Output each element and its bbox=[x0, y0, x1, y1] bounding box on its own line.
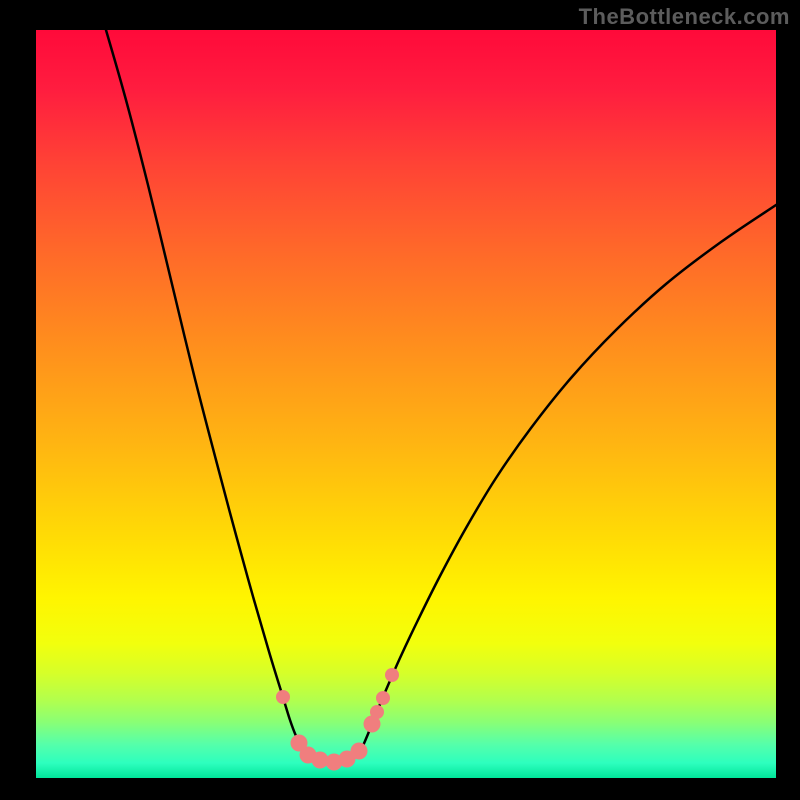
marker-dot bbox=[276, 690, 290, 704]
marker-dot bbox=[385, 668, 399, 682]
gradient-background bbox=[36, 30, 776, 778]
marker-dot bbox=[370, 705, 384, 719]
marker-dot bbox=[376, 691, 390, 705]
marker-dot bbox=[351, 743, 368, 760]
chart-frame: TheBottleneck.com bbox=[0, 0, 800, 800]
plot-area bbox=[36, 30, 776, 778]
watermark-text: TheBottleneck.com bbox=[579, 4, 790, 30]
bottleneck-curve-chart bbox=[36, 30, 776, 778]
